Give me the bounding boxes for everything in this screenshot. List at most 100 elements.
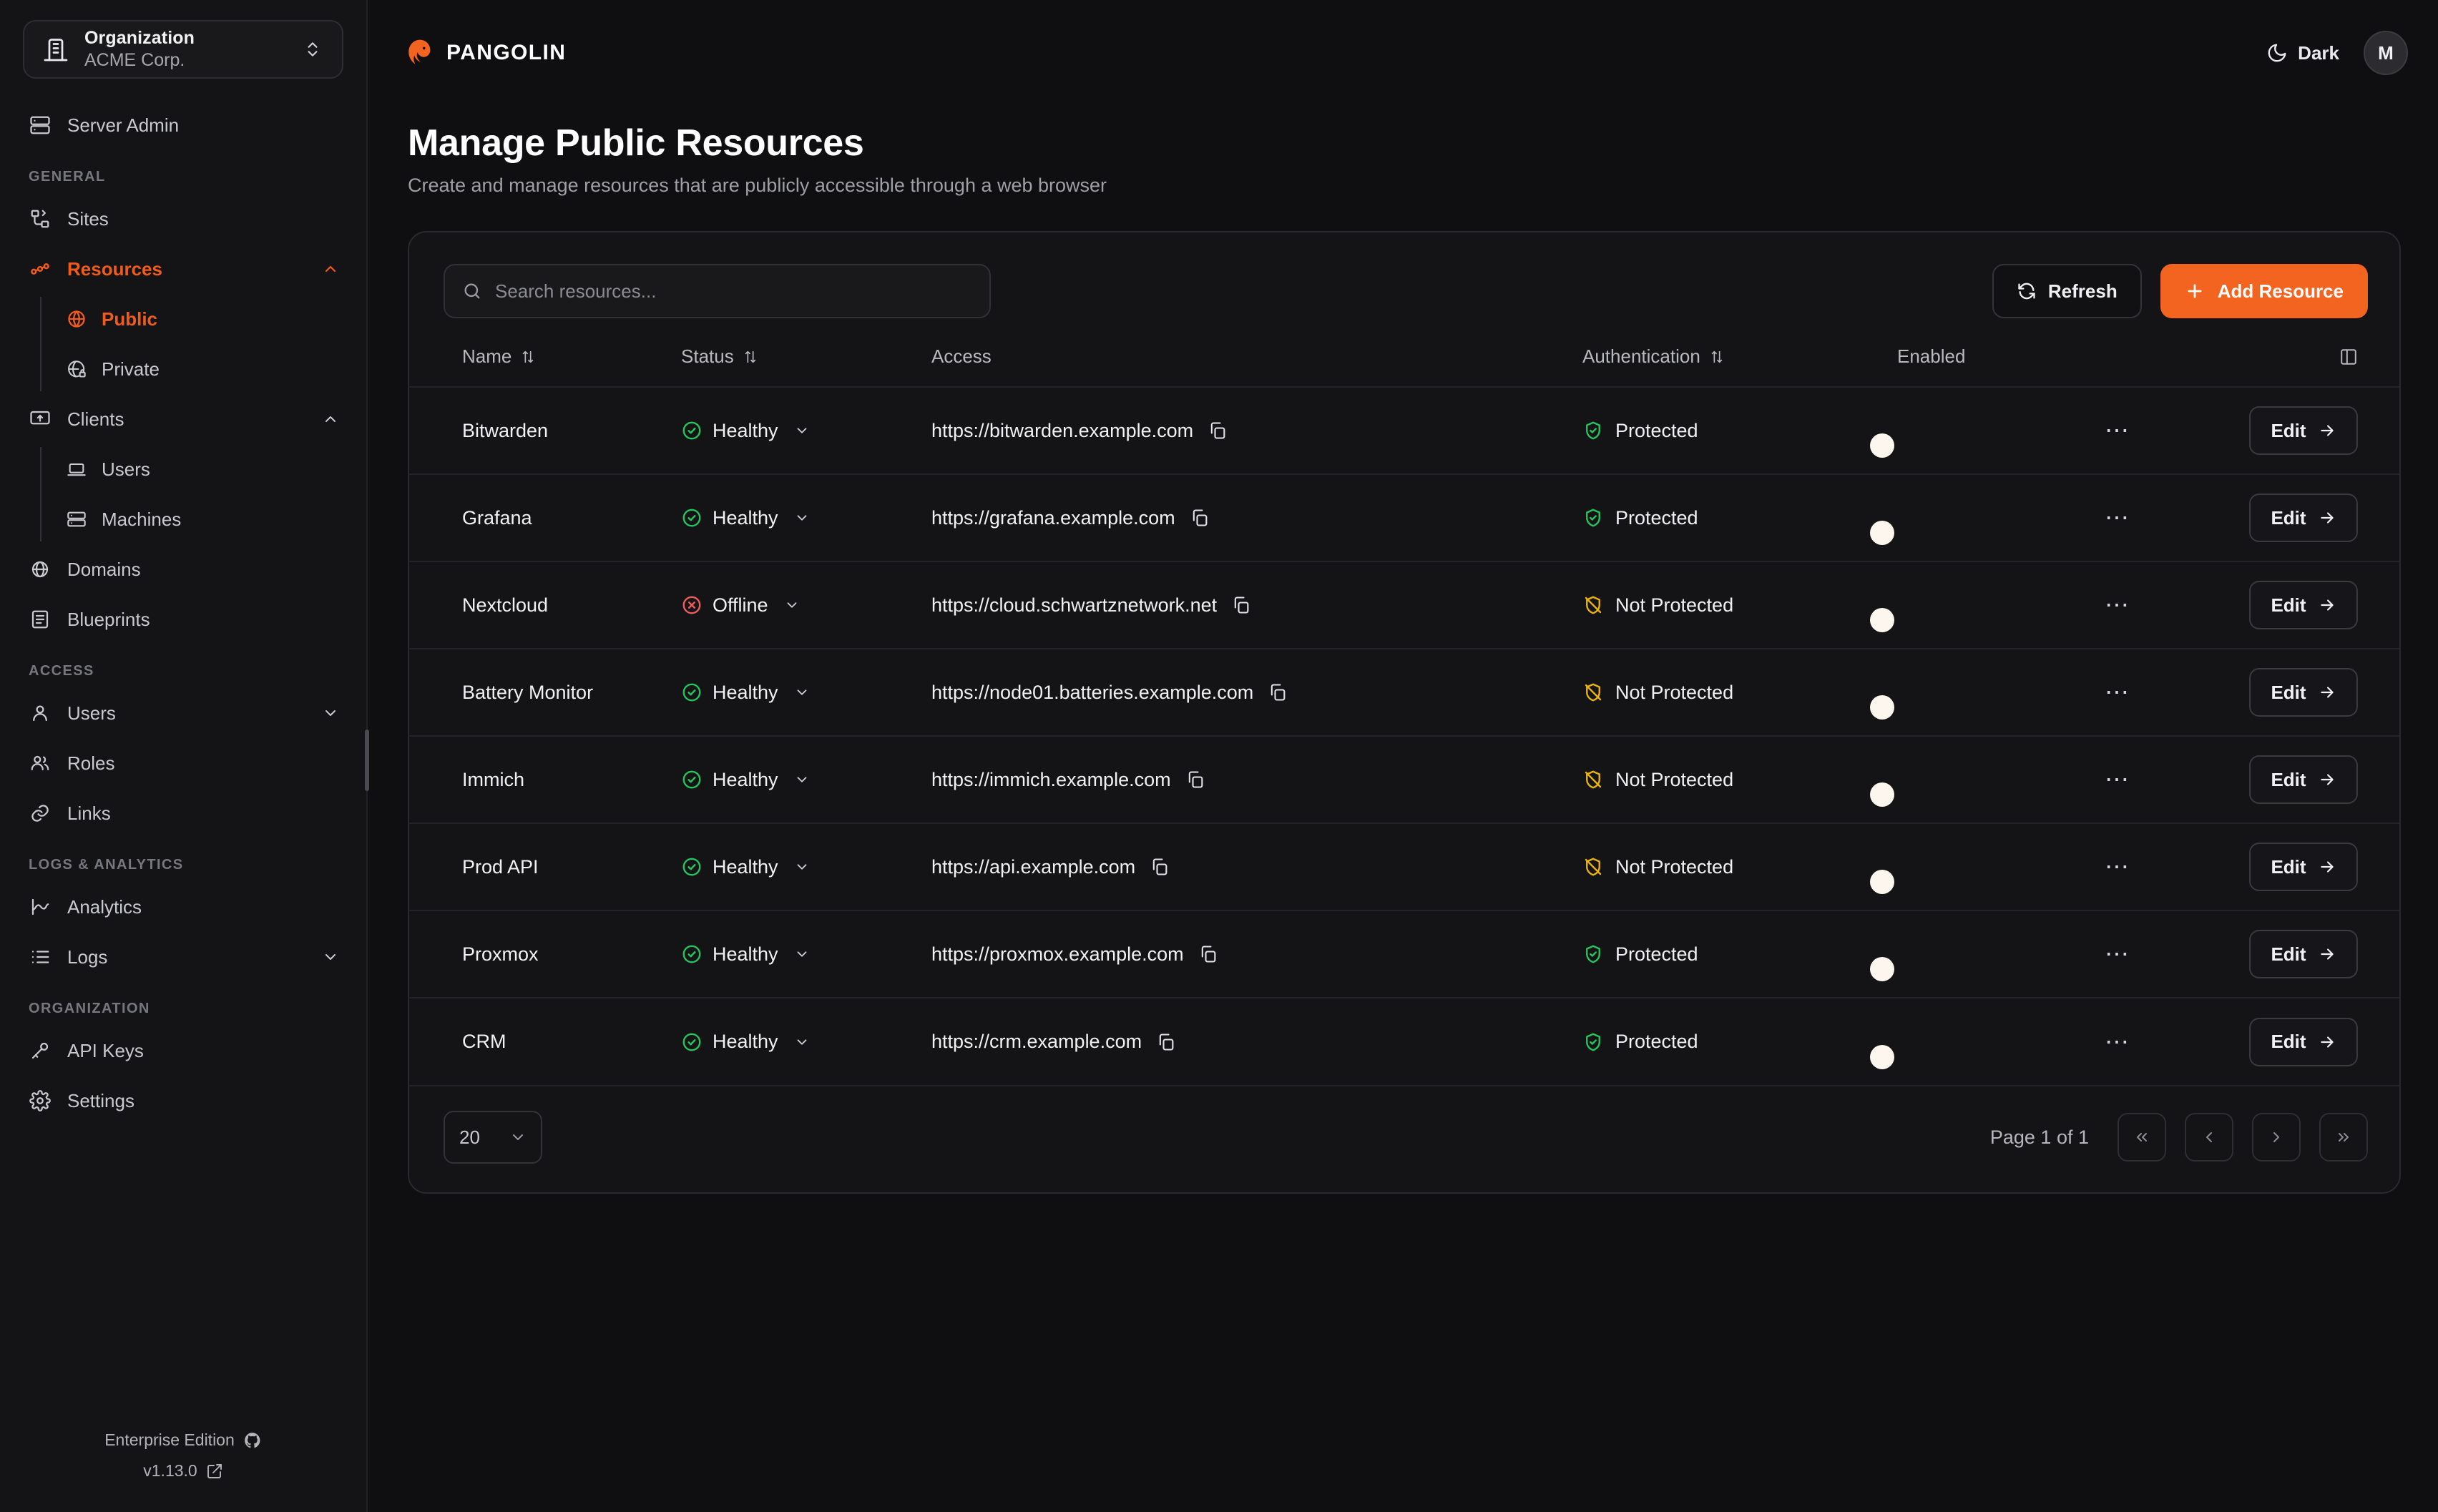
sidebar-item-api-keys[interactable]: API Keys xyxy=(0,1026,366,1076)
chevron-down-icon[interactable] xyxy=(784,597,800,613)
sidebar-scrollbar[interactable] xyxy=(365,730,369,791)
cell-status[interactable]: Healthy xyxy=(681,649,931,737)
chevron-down-icon[interactable] xyxy=(320,703,341,723)
row-more-icon[interactable]: ⋯ xyxy=(2105,591,2130,619)
chevron-down-icon[interactable] xyxy=(794,1034,810,1050)
next-page-button[interactable] xyxy=(2252,1113,2301,1162)
sidebar-item-clients-users[interactable]: Users xyxy=(40,444,366,494)
sort-icon[interactable] xyxy=(520,349,536,365)
sidebar-section-general: GENERAL xyxy=(29,169,106,185)
sidebar-item-sites[interactable]: Sites xyxy=(0,194,366,244)
row-more-icon[interactable]: ⋯ xyxy=(2105,1028,2130,1056)
refresh-button[interactable]: Refresh xyxy=(1992,264,2142,318)
sidebar-item-settings[interactable]: Settings xyxy=(0,1076,366,1126)
sidebar-item-resources[interactable]: Resources xyxy=(0,244,366,294)
version-row[interactable]: v1.13.0 xyxy=(0,1461,366,1481)
sidebar-item-blueprints[interactable]: Blueprints xyxy=(0,594,366,644)
edit-button[interactable]: Edit xyxy=(2249,668,2358,717)
copy-icon[interactable] xyxy=(1185,770,1205,790)
row-more-icon[interactable]: ⋯ xyxy=(2105,417,2130,444)
organization-switcher[interactable]: Organization ACME Corp. xyxy=(23,20,343,79)
sort-icon[interactable] xyxy=(1709,349,1725,365)
table-row[interactable]: CRM Healthy https://crm.example.com Prot… xyxy=(409,998,2399,1085)
edit-button[interactable]: Edit xyxy=(2249,1017,2358,1066)
chevron-up-icon[interactable] xyxy=(320,409,341,429)
chevron-down-icon[interactable] xyxy=(320,947,341,967)
chevron-down-icon[interactable] xyxy=(794,423,810,438)
chevron-up-icon[interactable] xyxy=(320,259,341,279)
theme-toggle[interactable]: Dark xyxy=(2266,42,2339,64)
chevron-down-icon[interactable] xyxy=(794,772,810,787)
table-row[interactable]: Proxmox Healthy https://proxmox.example.… xyxy=(409,910,2399,998)
copy-icon[interactable] xyxy=(1156,1032,1176,1052)
sidebar-item-links[interactable]: Links xyxy=(0,788,366,838)
table-row[interactable]: Grafana Healthy https://grafana.example.… xyxy=(409,474,2399,562)
sidebar-item-clients[interactable]: Clients xyxy=(0,394,366,444)
sidebar-item-domains[interactable]: Domains xyxy=(0,544,366,594)
column-header-name[interactable]: Name xyxy=(409,338,681,388)
cell-status[interactable]: Healthy xyxy=(681,998,931,1085)
row-more-icon[interactable]: ⋯ xyxy=(2105,504,2130,531)
row-more-icon[interactable]: ⋯ xyxy=(2105,941,2130,968)
copy-icon[interactable] xyxy=(1198,944,1218,964)
table-row[interactable]: Prod API Healthy https://api.example.com… xyxy=(409,823,2399,911)
edition-row[interactable]: Enterprise Edition xyxy=(0,1430,366,1450)
edit-button[interactable]: Edit xyxy=(2249,755,2358,804)
edit-button[interactable]: Edit xyxy=(2249,494,2358,542)
table-row[interactable]: Nextcloud Offline https://cloud.schwartz… xyxy=(409,561,2399,649)
edit-button[interactable]: Edit xyxy=(2249,406,2358,455)
last-page-button[interactable] xyxy=(2319,1113,2368,1162)
shield-check-icon xyxy=(1582,507,1604,529)
row-more-icon[interactable]: ⋯ xyxy=(2105,679,2130,706)
copy-icon[interactable] xyxy=(1231,595,1251,615)
cell-status[interactable]: Healthy xyxy=(681,910,931,998)
avatar[interactable]: M xyxy=(2364,31,2408,75)
chevron-down-icon[interactable] xyxy=(794,946,810,962)
chevron-down-icon[interactable] xyxy=(794,510,810,526)
cell-status[interactable]: Healthy xyxy=(681,736,931,824)
auth-label: Not Protected xyxy=(1615,594,1734,616)
sidebar-item-logs[interactable]: Logs xyxy=(0,932,366,982)
brand[interactable]: PANGOLIN xyxy=(405,38,566,68)
copy-icon[interactable] xyxy=(1150,857,1170,877)
table-row[interactable]: Immich Healthy https://immich.example.co… xyxy=(409,736,2399,824)
sidebar-item-users[interactable]: Users xyxy=(0,688,366,738)
cell-status[interactable]: Healthy xyxy=(681,387,931,475)
sidebar-item-public[interactable]: Public xyxy=(40,294,366,344)
page-size-select[interactable]: 20 xyxy=(444,1111,542,1164)
sidebar-item-roles[interactable]: Roles xyxy=(0,738,366,788)
copy-icon[interactable] xyxy=(1268,682,1288,702)
sidebar-item-analytics[interactable]: Analytics xyxy=(0,882,366,932)
edit-button[interactable]: Edit xyxy=(2249,843,2358,891)
first-page-button[interactable] xyxy=(2118,1113,2166,1162)
prev-page-button[interactable] xyxy=(2185,1113,2233,1162)
sidebar-item-server-admin[interactable]: Server Admin xyxy=(0,100,366,150)
row-more-icon[interactable]: ⋯ xyxy=(2105,766,2130,793)
row-more-icon[interactable]: ⋯ xyxy=(2105,853,2130,880)
chevron-updown-icon[interactable] xyxy=(302,39,323,60)
sidebar-item-machines[interactable]: Machines xyxy=(40,494,366,544)
column-header-columns-toggle[interactable] xyxy=(2176,338,2399,388)
add-resource-button[interactable]: Add Resource xyxy=(2160,264,2368,318)
chevron-down-icon[interactable] xyxy=(794,859,810,875)
cell-status[interactable]: Offline xyxy=(681,561,931,649)
sidebar-item-label: Analytics xyxy=(67,895,142,918)
copy-icon[interactable] xyxy=(1190,508,1210,528)
edit-button[interactable]: Edit xyxy=(2249,930,2358,978)
cell-status[interactable]: Healthy xyxy=(681,823,931,911)
chevron-down-icon[interactable] xyxy=(794,684,810,700)
columns-icon[interactable] xyxy=(2339,348,2358,366)
column-header-authentication[interactable]: Authentication xyxy=(1582,338,1897,388)
sidebar-item-private[interactable]: Private xyxy=(40,344,366,394)
github-icon[interactable] xyxy=(243,1431,262,1450)
cell-status[interactable]: Healthy xyxy=(681,474,931,562)
edit-button[interactable]: Edit xyxy=(2249,581,2358,629)
column-header-status[interactable]: Status xyxy=(681,338,931,388)
table-row[interactable]: Bitwarden Healthy https://bitwarden.exam… xyxy=(409,387,2399,475)
external-link-icon[interactable] xyxy=(206,1463,223,1480)
table-row[interactable]: Battery Monitor Healthy https://node01.b… xyxy=(409,649,2399,737)
search-input[interactable] xyxy=(495,280,972,303)
search-box[interactable] xyxy=(444,264,991,318)
sort-icon[interactable] xyxy=(743,349,758,365)
copy-icon[interactable] xyxy=(1208,421,1228,441)
